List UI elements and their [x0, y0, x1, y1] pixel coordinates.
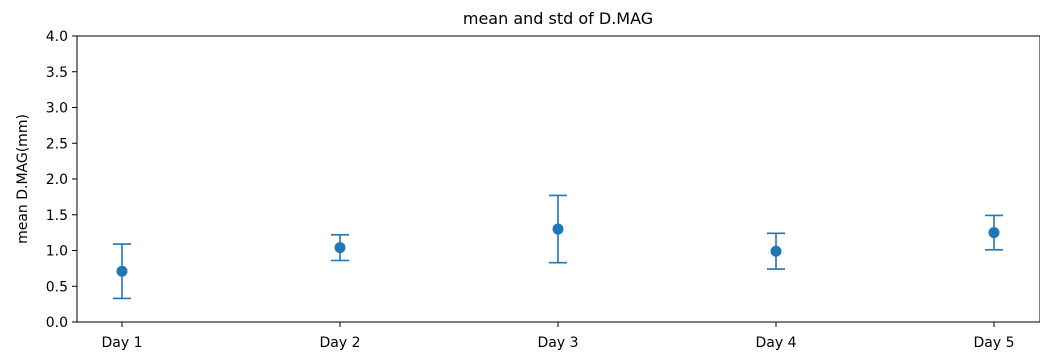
y-tick-label: 1.5	[46, 208, 68, 224]
x-tick-label: Day 2	[319, 335, 360, 351]
y-tick-label: 2.5	[46, 136, 68, 152]
x-tick-label: Day 4	[755, 335, 796, 351]
y-tick-label: 0.0	[46, 315, 68, 331]
x-tick-label: Day 3	[537, 335, 578, 351]
series-layer	[113, 194, 1003, 300]
mean-point	[552, 223, 564, 235]
y-tick-label: 4.0	[46, 29, 68, 45]
mean-point	[988, 227, 1000, 239]
error-bar-group	[113, 243, 131, 300]
x-axis: Day 1 Day 2 Day 3 Day 4 Day 5	[101, 322, 1015, 351]
x-tick-label: Day 5	[973, 335, 1014, 351]
error-bar-group	[331, 233, 349, 262]
y-tick-label: 1.0	[46, 244, 68, 260]
mean-point	[334, 242, 346, 254]
chart-title: mean and std of D.MAG	[463, 9, 653, 28]
y-tick-label: 3.5	[46, 65, 68, 81]
mean-point	[116, 265, 128, 277]
plot-area-frame	[76, 35, 1040, 323]
y-tick-label: 0.5	[46, 279, 68, 295]
error-bar-group	[549, 194, 567, 264]
mean-point	[770, 245, 782, 257]
y-tick-label: 3.0	[46, 101, 68, 117]
error-bar-group	[767, 232, 785, 270]
x-tick-label: Day 1	[101, 335, 142, 351]
y-tick-label: 2.0	[46, 172, 68, 188]
error-bar-group	[985, 214, 1003, 251]
y-axis-label: mean D.MAG(mm)	[15, 114, 31, 244]
y-axis: 0.0 0.5 1.0 1.5 2.0 2.5 3.0 3.5 4.0	[46, 29, 77, 331]
